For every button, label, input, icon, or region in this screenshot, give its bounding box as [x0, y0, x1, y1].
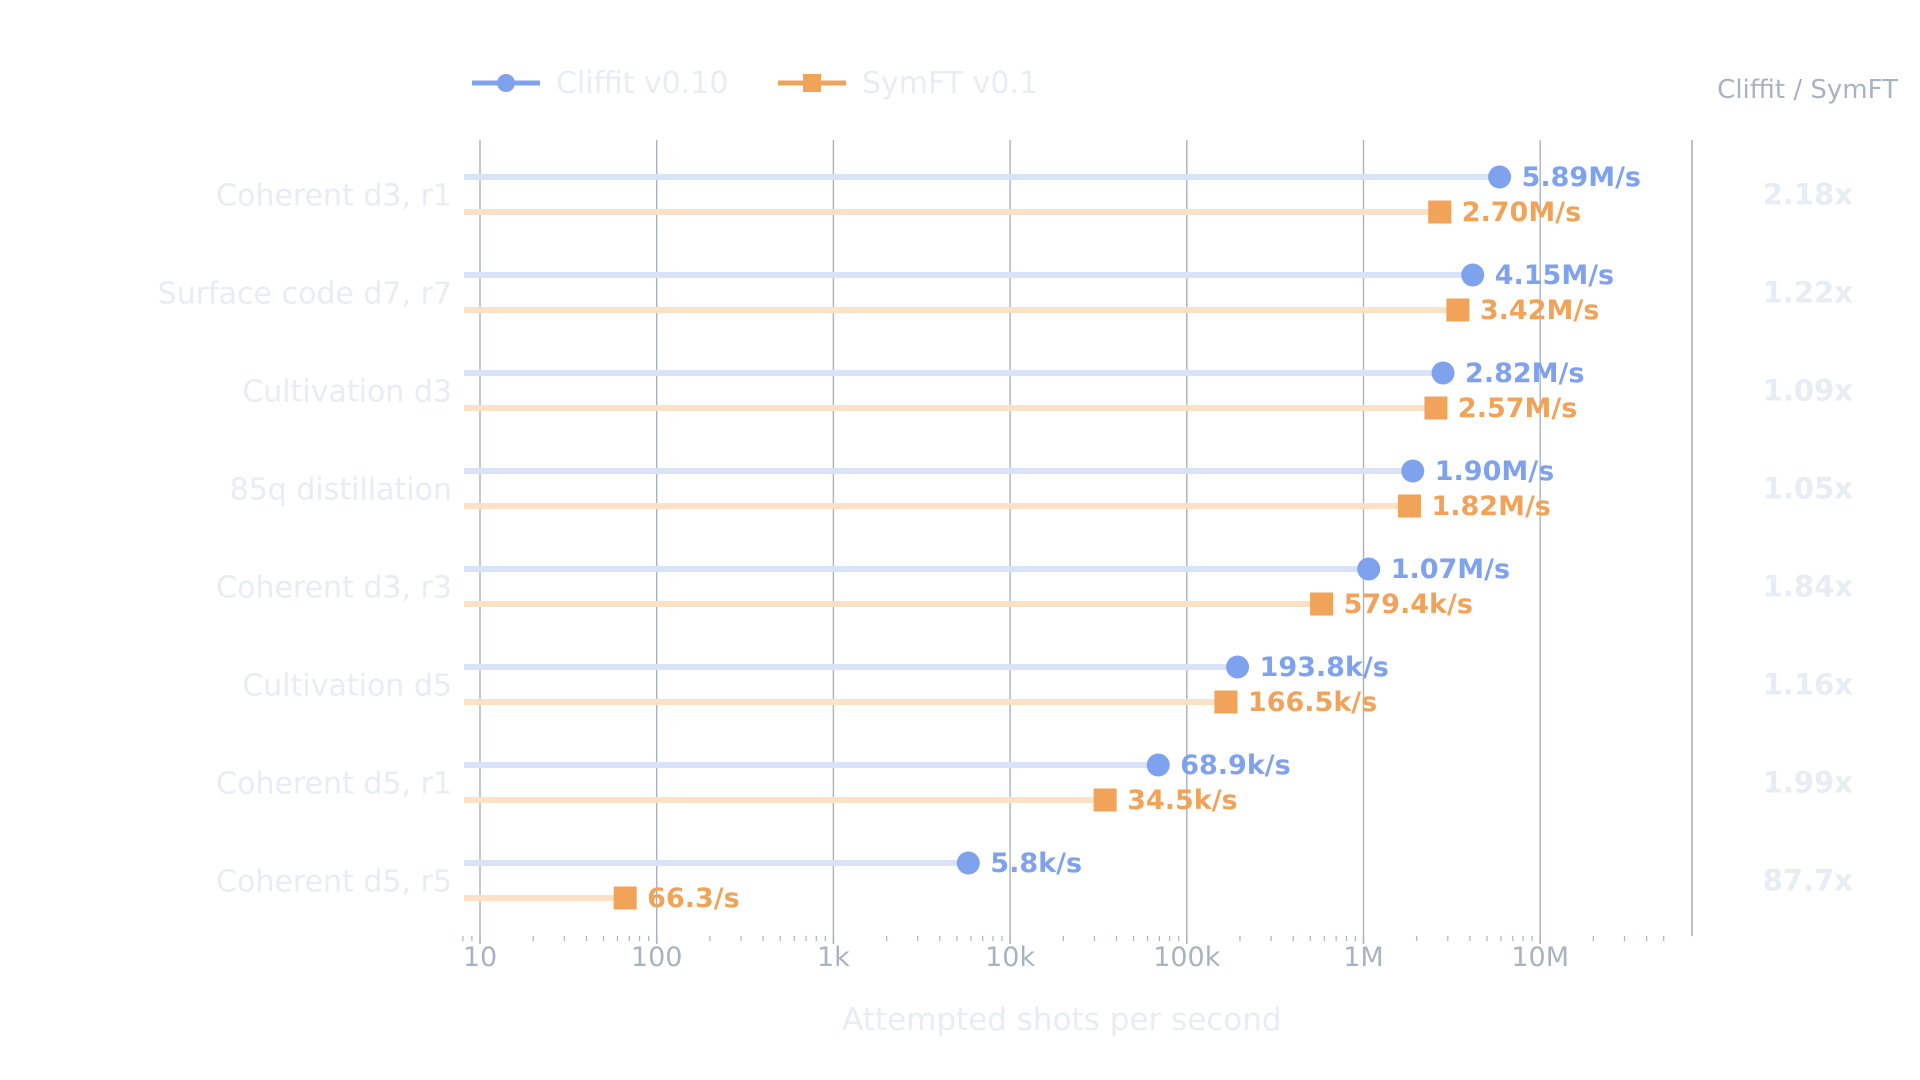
point-cliffit [1401, 459, 1425, 483]
legend-label-symft: SymFT v0.1 [862, 66, 1038, 101]
category-label: Coherent d3, r1 [216, 179, 452, 214]
value-label-symft: 2.57M/s [1458, 393, 1577, 424]
category-label: Coherent d5, r5 [216, 865, 452, 900]
point-cliffit [1488, 165, 1512, 189]
value-label-symft: 3.42M/s [1480, 295, 1599, 326]
value-label-cliffit: 193.8k/s [1260, 652, 1389, 683]
ratio-label: 2.18x [1763, 178, 1854, 212]
category-label: Coherent d3, r3 [216, 571, 452, 606]
point-symft [1428, 200, 1452, 224]
ratio-label: 1.22x [1763, 276, 1854, 310]
legend-marker-symft [803, 74, 821, 92]
point-cliffit [1357, 557, 1381, 581]
category-label: 85q distillation [230, 473, 452, 508]
x-tick-label: 100k [1153, 942, 1221, 973]
point-cliffit [1226, 655, 1250, 679]
x-tick-label: 1k [817, 942, 850, 973]
category-label: Cultivation d3 [242, 375, 452, 410]
point-cliffit [956, 851, 980, 875]
point-cliffit [1146, 753, 1170, 777]
point-symft [1446, 298, 1470, 322]
value-label-cliffit: 68.9k/s [1180, 750, 1291, 781]
ratio-label: 87.7x [1763, 864, 1854, 898]
legend-marker-cliffit [497, 74, 515, 92]
point-symft [613, 886, 637, 910]
value-label-cliffit: 1.90M/s [1435, 456, 1554, 487]
x-tick-label: 1M [1343, 942, 1383, 973]
ratio-label: 1.16x [1763, 668, 1854, 702]
ratio-label: 1.99x [1763, 766, 1854, 800]
ratio-header: Cliffit / SymFT [1717, 75, 1898, 105]
value-label-cliffit: 5.89M/s [1522, 162, 1641, 193]
point-cliffit [1461, 263, 1485, 287]
point-symft [1310, 592, 1334, 616]
value-label-cliffit: 2.82M/s [1465, 358, 1584, 389]
ratio-label: 1.05x [1763, 472, 1854, 506]
category-label: Cultivation d5 [242, 669, 452, 704]
point-symft [1397, 494, 1421, 518]
legend-label-cliffit: Cliffit v0.10 [556, 66, 728, 101]
x-tick-label: 10M [1511, 942, 1569, 973]
value-label-cliffit: 1.07M/s [1391, 554, 1510, 585]
value-label-symft: 1.82M/s [1431, 491, 1550, 522]
point-symft [1214, 690, 1238, 714]
point-cliffit [1431, 361, 1455, 385]
point-symft [1424, 396, 1448, 420]
x-tick-label: 10 [463, 942, 497, 973]
x-axis-label: Attempted shots per second [842, 1002, 1282, 1038]
value-label-symft: 66.3/s [647, 883, 740, 914]
value-label-symft: 2.70M/s [1462, 197, 1581, 228]
value-label-cliffit: 5.8k/s [990, 848, 1082, 879]
value-label-cliffit: 4.15M/s [1495, 260, 1614, 291]
category-label: Coherent d5, r1 [216, 767, 452, 802]
category-label: Surface code d7, r7 [158, 277, 452, 312]
x-tick-label: 10k [985, 942, 1035, 973]
ratio-label: 1.84x [1763, 570, 1854, 604]
point-symft [1093, 788, 1117, 812]
ratio-label: 1.09x [1763, 374, 1854, 408]
x-tick-label: 100 [631, 942, 683, 973]
value-label-symft: 34.5k/s [1127, 785, 1238, 816]
value-label-symft: 579.4k/s [1344, 589, 1473, 620]
value-label-symft: 166.5k/s [1248, 687, 1377, 718]
